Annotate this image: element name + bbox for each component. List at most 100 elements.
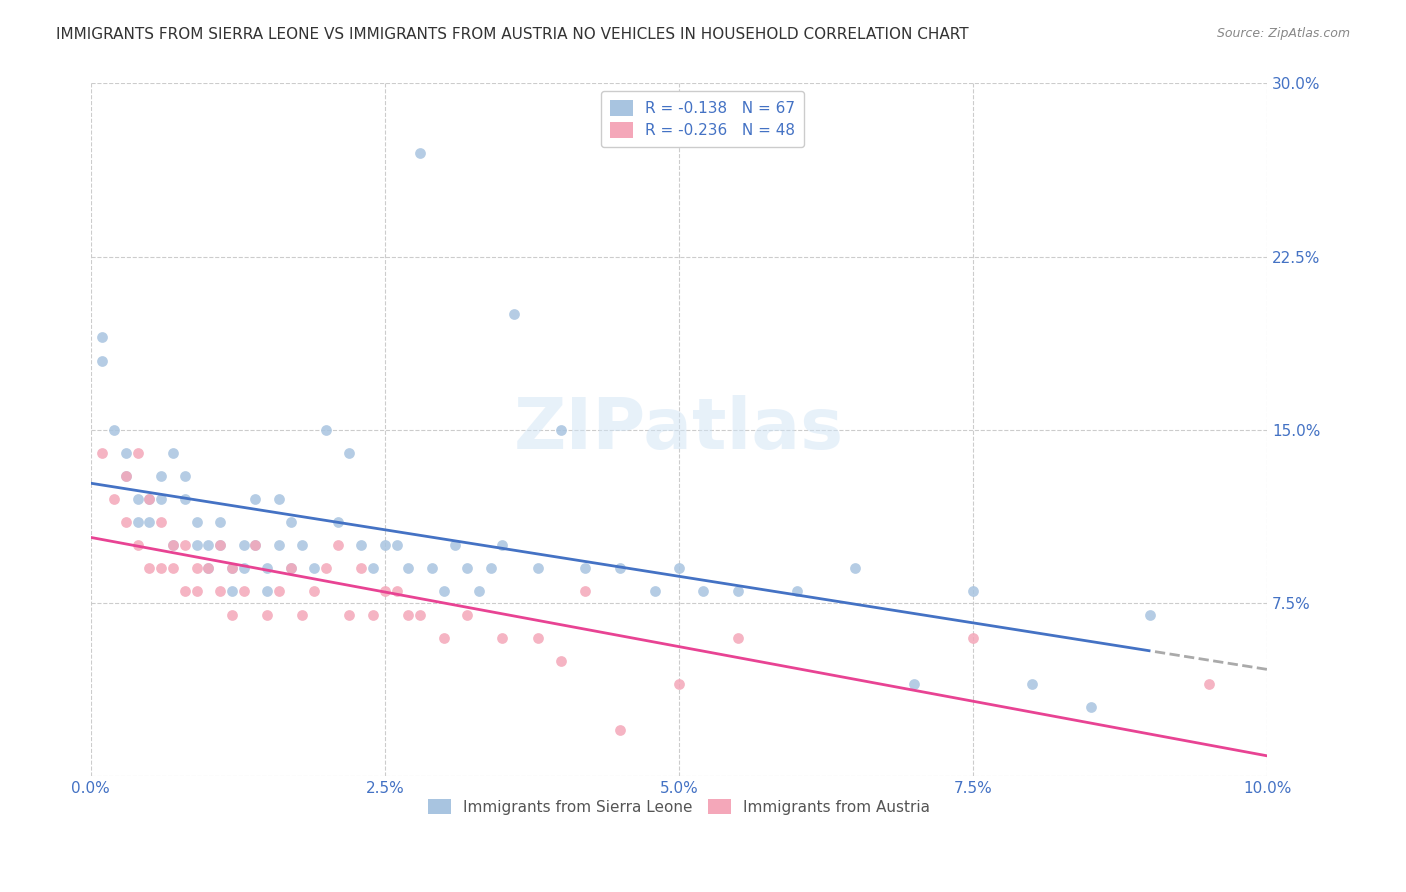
Point (903, 677, 925, 691)
Point (1080, 699, 1102, 714)
Point (302, 584, 325, 599)
Point (491, 631, 513, 645)
Point (291, 607, 314, 622)
Point (186, 561, 208, 575)
Point (526, 561, 548, 575)
Point (396, 607, 419, 622)
Point (245, 492, 267, 507)
Point (173, 538, 195, 552)
Point (267, 584, 290, 599)
Point (609, 723, 631, 737)
Point (127, 446, 149, 460)
Point (385, 538, 408, 552)
Point (1021, 677, 1043, 691)
Point (232, 538, 254, 552)
Point (162, 538, 184, 552)
Point (668, 561, 690, 575)
Point (103, 492, 125, 507)
Point (692, 584, 714, 599)
Point (186, 515, 208, 529)
Point (433, 584, 456, 599)
Point (162, 446, 184, 460)
Point (221, 561, 243, 575)
Point (727, 584, 749, 599)
Point (339, 446, 361, 460)
Point (609, 561, 631, 575)
Point (315, 423, 337, 437)
Text: IMMIGRANTS FROM SIERRA LEONE VS IMMIGRANTS FROM AUSTRIA NO VEHICLES IN HOUSEHOLD: IMMIGRANTS FROM SIERRA LEONE VS IMMIGRAN… (56, 27, 969, 42)
Point (256, 607, 278, 622)
Point (302, 561, 325, 575)
Point (256, 561, 278, 575)
Point (91, 330, 114, 344)
Point (574, 561, 596, 575)
Point (150, 492, 173, 507)
Point (385, 584, 408, 599)
Point (962, 584, 984, 599)
Point (1139, 607, 1161, 622)
Point (280, 561, 302, 575)
Point (162, 561, 184, 575)
Point (280, 515, 302, 529)
Point (162, 538, 184, 552)
Point (491, 538, 513, 552)
Point (127, 492, 149, 507)
Point (456, 561, 478, 575)
Point (339, 607, 361, 622)
Point (245, 538, 267, 552)
Point (280, 561, 302, 575)
Point (526, 631, 548, 645)
Point (326, 515, 349, 529)
Point (115, 446, 138, 460)
Point (786, 584, 808, 599)
Point (468, 584, 491, 599)
Point (115, 469, 138, 483)
Point (456, 607, 478, 622)
Point (186, 584, 208, 599)
Point (186, 538, 208, 552)
Point (209, 584, 232, 599)
Point (256, 584, 278, 599)
Point (396, 561, 419, 575)
Point (444, 538, 467, 552)
Point (138, 492, 160, 507)
Point (374, 538, 396, 552)
Point (361, 561, 384, 575)
Point (1198, 677, 1220, 691)
Point (115, 515, 138, 529)
Point (103, 423, 125, 437)
Point (962, 631, 984, 645)
Point (150, 561, 173, 575)
Point (479, 561, 502, 575)
Point (232, 561, 254, 575)
Point (127, 538, 149, 552)
Point (668, 677, 690, 691)
Point (221, 584, 243, 599)
Point (267, 492, 290, 507)
Point (138, 492, 160, 507)
Legend: Immigrants from Sierra Leone, Immigrants from Austria: Immigrants from Sierra Leone, Immigrants… (419, 789, 939, 824)
Point (350, 538, 373, 552)
Point (409, 145, 432, 160)
Point (209, 515, 232, 529)
Point (267, 538, 290, 552)
Point (115, 469, 138, 483)
Point (374, 584, 396, 599)
Point (361, 607, 384, 622)
Point (291, 538, 314, 552)
Point (173, 469, 195, 483)
Point (550, 654, 572, 668)
Point (433, 631, 456, 645)
Point (91, 353, 114, 368)
Point (209, 538, 232, 552)
Point (138, 561, 160, 575)
Point (232, 584, 254, 599)
Point (326, 538, 349, 552)
Point (503, 307, 526, 321)
Point (550, 423, 572, 437)
Point (173, 492, 195, 507)
Text: ZIPatlas: ZIPatlas (515, 395, 844, 465)
Point (409, 607, 432, 622)
Point (574, 584, 596, 599)
Text: Source: ZipAtlas.com: Source: ZipAtlas.com (1216, 27, 1350, 40)
